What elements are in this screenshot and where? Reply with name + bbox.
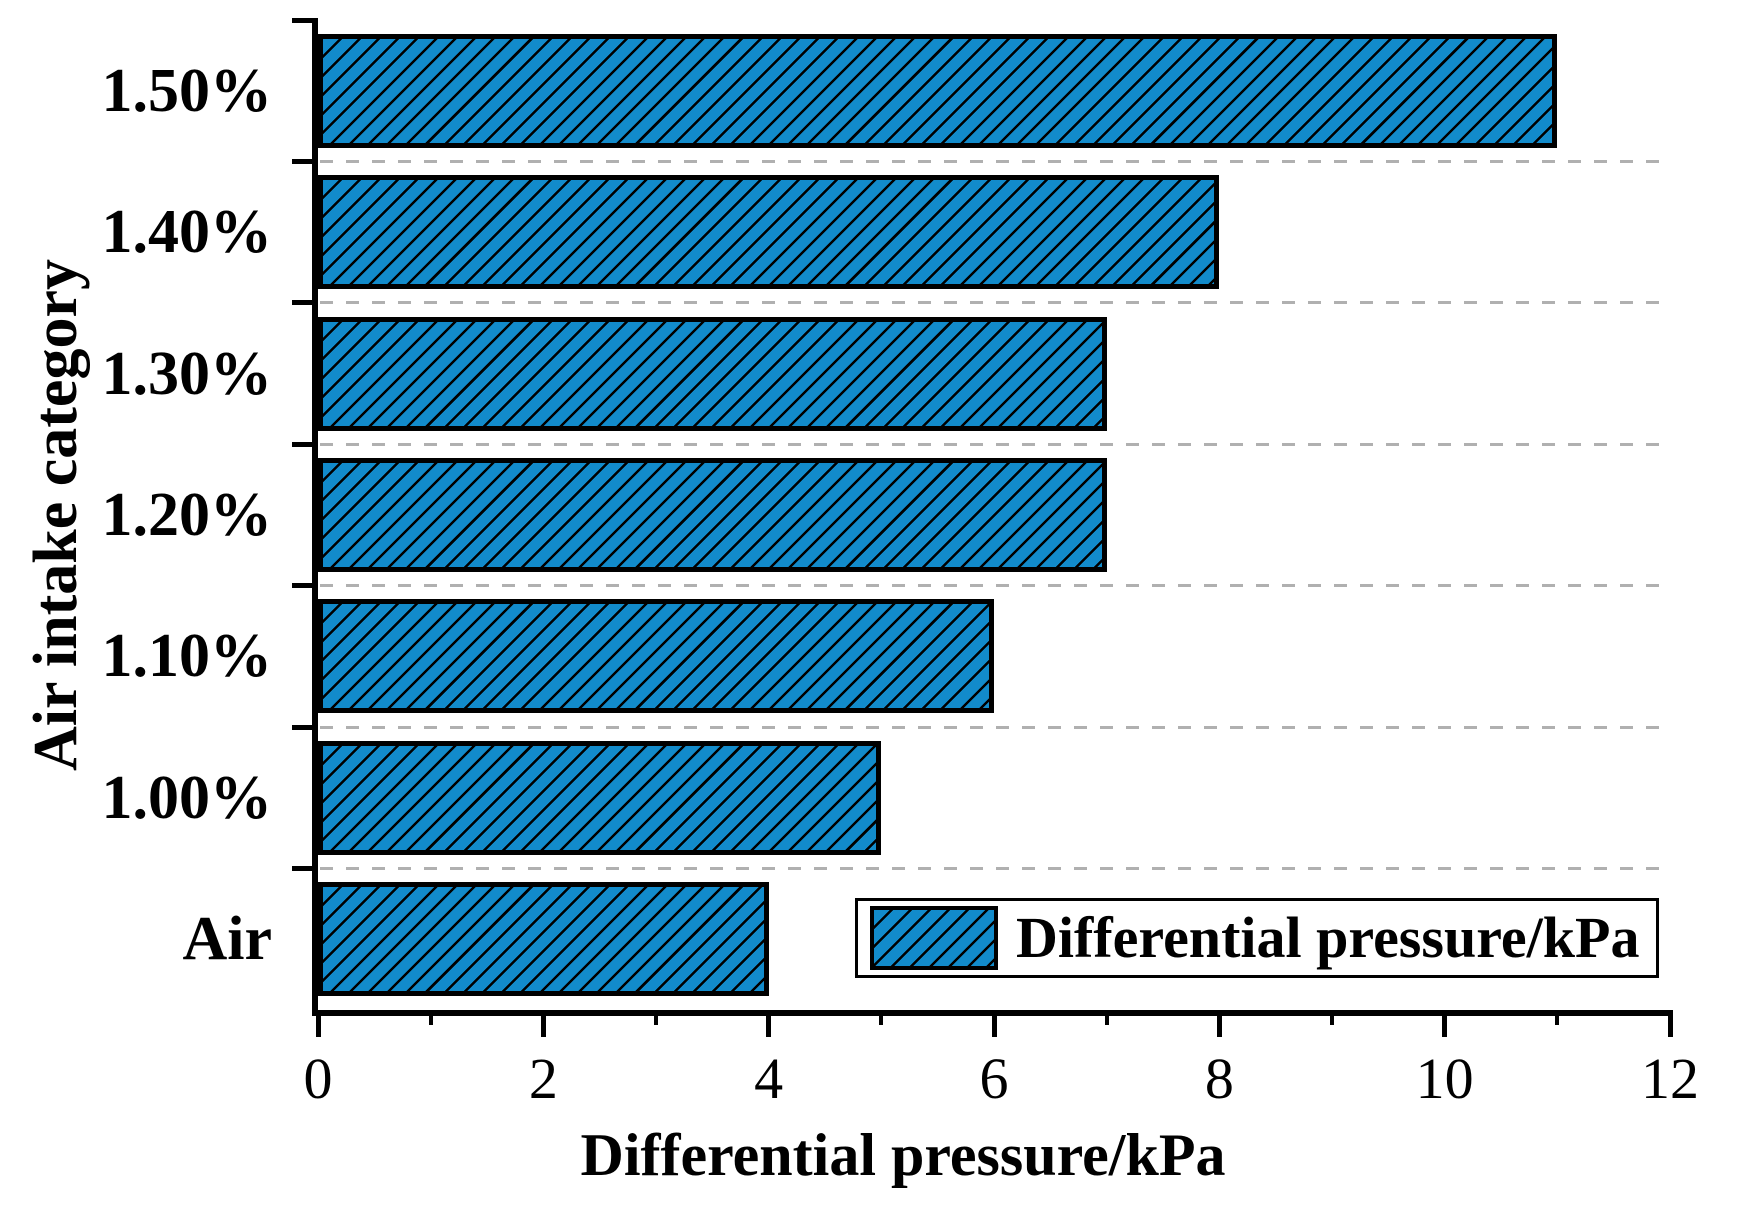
bar-1-30	[318, 316, 1107, 431]
y-category-label-1-40: 1.40%	[101, 198, 273, 267]
y-category-label-1-10: 1.10%	[101, 622, 273, 691]
x-tick-label-0: 0	[303, 1046, 333, 1111]
plot-area: Differential pressure/kPa 1.50% 1.40% 1.30…	[102, 17, 1699, 1111]
x-minor-tick-1	[428, 1010, 433, 1025]
y-tick	[292, 300, 318, 306]
x-tick-label-10: 10	[1415, 1046, 1474, 1111]
y-tick	[292, 17, 318, 23]
legend-swatch-differential-pressure	[870, 906, 998, 970]
x-tick-label-12: 12	[1641, 1046, 1699, 1111]
x-major-tick-6	[991, 1010, 997, 1037]
x-tick-label-2: 2	[528, 1046, 558, 1111]
y-category-label-1-20: 1.20%	[101, 481, 273, 549]
gridline	[320, 867, 1670, 871]
x-major-tick-12	[1667, 1010, 1673, 1037]
x-major-tick-4	[766, 1010, 772, 1037]
x-minor-tick-5	[879, 1010, 884, 1025]
x-tick-label-4: 4	[754, 1046, 784, 1111]
bar-1-10	[318, 599, 994, 714]
gridline	[320, 725, 1670, 729]
y-category-label-1-30: 1.30%	[101, 339, 273, 408]
x-major-tick-8	[1216, 1010, 1222, 1037]
x-major-tick-2	[540, 1010, 546, 1037]
bar-1-00	[318, 740, 882, 855]
y-category-label-1-00: 1.00%	[101, 763, 273, 832]
y-category-label-1-50: 1.50%	[101, 56, 273, 125]
gridline	[320, 301, 1670, 305]
x-minor-tick-3	[654, 1010, 658, 1025]
x-minor-tick-9	[1330, 1010, 1334, 1025]
y-tick	[292, 866, 318, 872]
bar-1-50	[318, 33, 1558, 148]
legend-label: Differential pressure/kPa	[1016, 905, 1640, 970]
x-axis-title: Differential pressure/kPa	[580, 1122, 1226, 1188]
legend: Differential pressure/kPa	[855, 898, 1659, 978]
bar-1-40	[318, 175, 1220, 290]
bar-1-20	[318, 458, 1107, 572]
x-tick-label-8: 8	[1204, 1046, 1234, 1111]
y-tick	[292, 441, 318, 447]
gridline	[320, 159, 1670, 163]
x-major-tick-10	[1442, 1010, 1448, 1037]
gridline	[320, 584, 1670, 588]
bar-air	[318, 882, 769, 997]
x-minor-tick-11	[1555, 1010, 1560, 1025]
gridline	[320, 442, 1670, 446]
x-minor-tick-7	[1104, 1010, 1109, 1025]
y-tick	[292, 583, 318, 589]
x-major-tick-0	[315, 1010, 321, 1037]
x-tick-label-6: 6	[979, 1046, 1009, 1111]
y-category-label-air: Air	[182, 905, 272, 974]
y-tick	[292, 158, 318, 164]
y-tick	[292, 724, 318, 730]
